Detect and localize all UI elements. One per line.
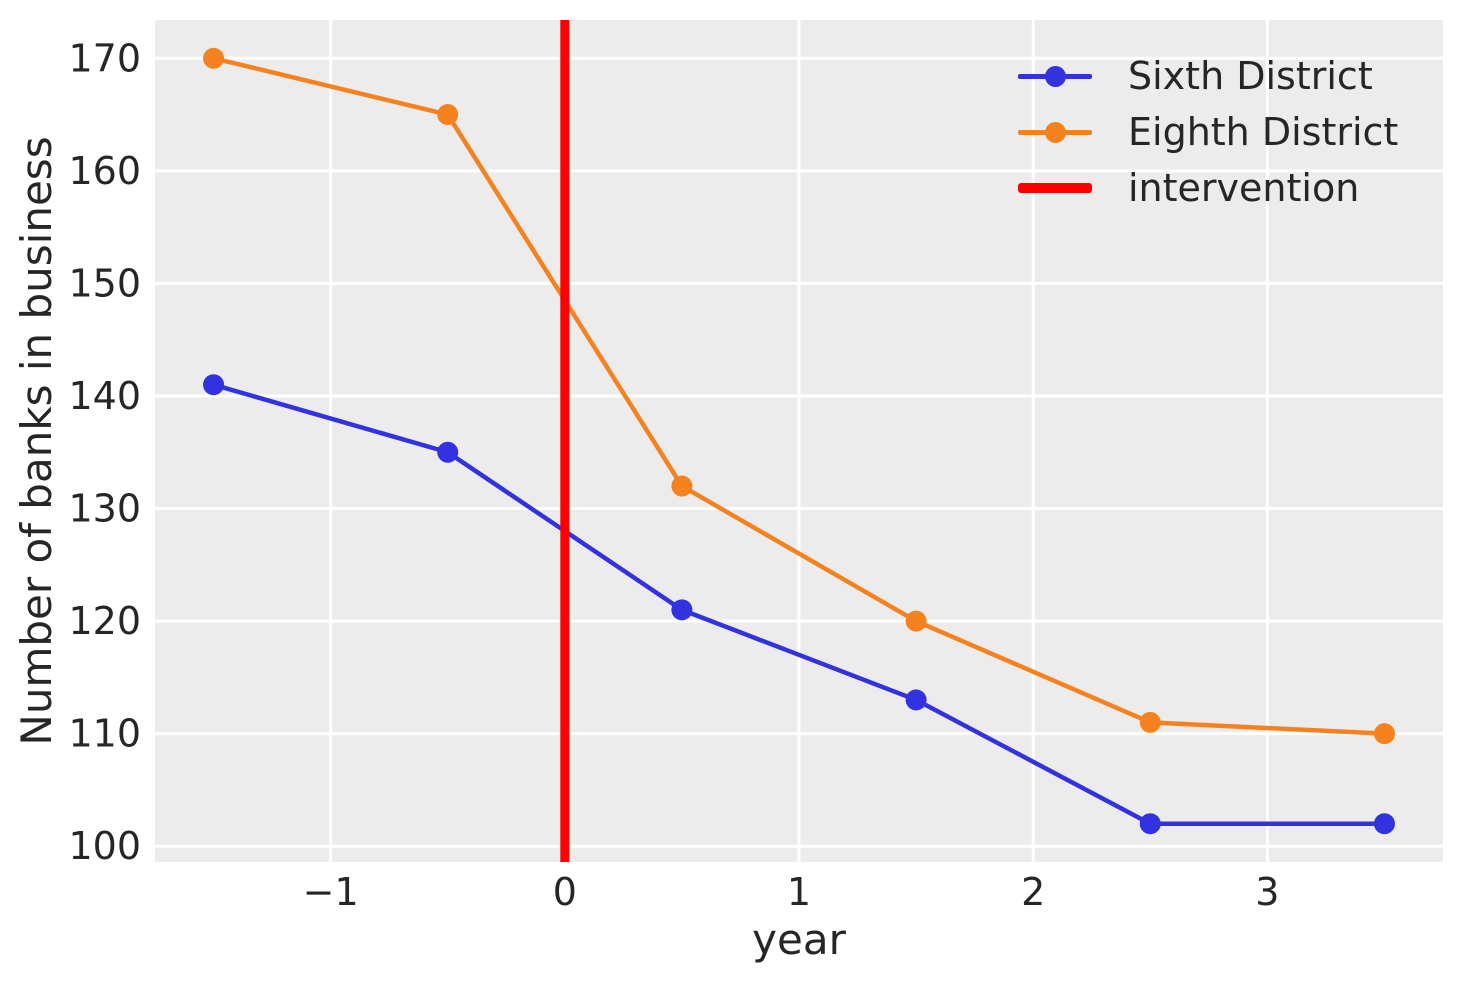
x-axis-label: year — [752, 915, 846, 964]
x-tick-label: 2 — [1021, 870, 1045, 914]
data-point-eighth-district — [671, 475, 693, 497]
y-tick-label: 120 — [68, 599, 141, 643]
data-point-eighth-district — [437, 104, 459, 126]
x-tick-label: 1 — [787, 870, 811, 914]
data-point-sixth-district — [203, 374, 225, 396]
data-point-sixth-district — [1139, 813, 1161, 835]
circle-marker-icon — [1044, 121, 1066, 143]
data-point-sixth-district — [905, 689, 927, 711]
data-point-sixth-district — [671, 599, 693, 621]
circle-marker-icon — [1044, 65, 1066, 87]
legend-item-eighth-district: Eighth District — [1018, 104, 1398, 160]
x-tick-label: 3 — [1255, 870, 1279, 914]
y-tick-label: 110 — [68, 712, 141, 756]
series-line-sixth-district — [211, 382, 1387, 826]
legend-label: Sixth District — [1128, 54, 1373, 98]
data-point-eighth-district — [1373, 723, 1395, 745]
y-tick-label: 170 — [68, 36, 141, 80]
legend-swatch-eighth-district — [1018, 121, 1092, 143]
legend-item-sixth-district: Sixth District — [1018, 48, 1398, 104]
data-point-eighth-district — [905, 610, 927, 632]
y-tick-label: 150 — [68, 261, 141, 305]
data-point-eighth-district — [203, 47, 225, 69]
y-tick-label: 160 — [68, 149, 141, 193]
legend-label: Eighth District — [1128, 110, 1399, 154]
x-tick-label: −1 — [303, 870, 359, 914]
line-swatch-icon — [1018, 183, 1092, 193]
legend: Sixth District Eighth District intervent… — [1018, 48, 1398, 216]
data-point-eighth-district — [1139, 711, 1161, 733]
y-tick-label: 140 — [68, 374, 141, 418]
legend-label: intervention — [1128, 166, 1360, 210]
x-tick-label: 0 — [553, 870, 577, 914]
y-axis-label: Number of banks in business — [12, 136, 61, 746]
series-line-eighth-district — [211, 56, 1387, 736]
legend-item-intervention: intervention — [1018, 160, 1398, 216]
data-point-sixth-district — [437, 441, 459, 463]
y-tick-label: 100 — [68, 824, 141, 868]
data-point-sixth-district — [1373, 813, 1395, 835]
y-tick-label: 130 — [68, 487, 141, 531]
legend-swatch-sixth-district — [1018, 65, 1092, 87]
legend-swatch-intervention — [1018, 178, 1092, 198]
